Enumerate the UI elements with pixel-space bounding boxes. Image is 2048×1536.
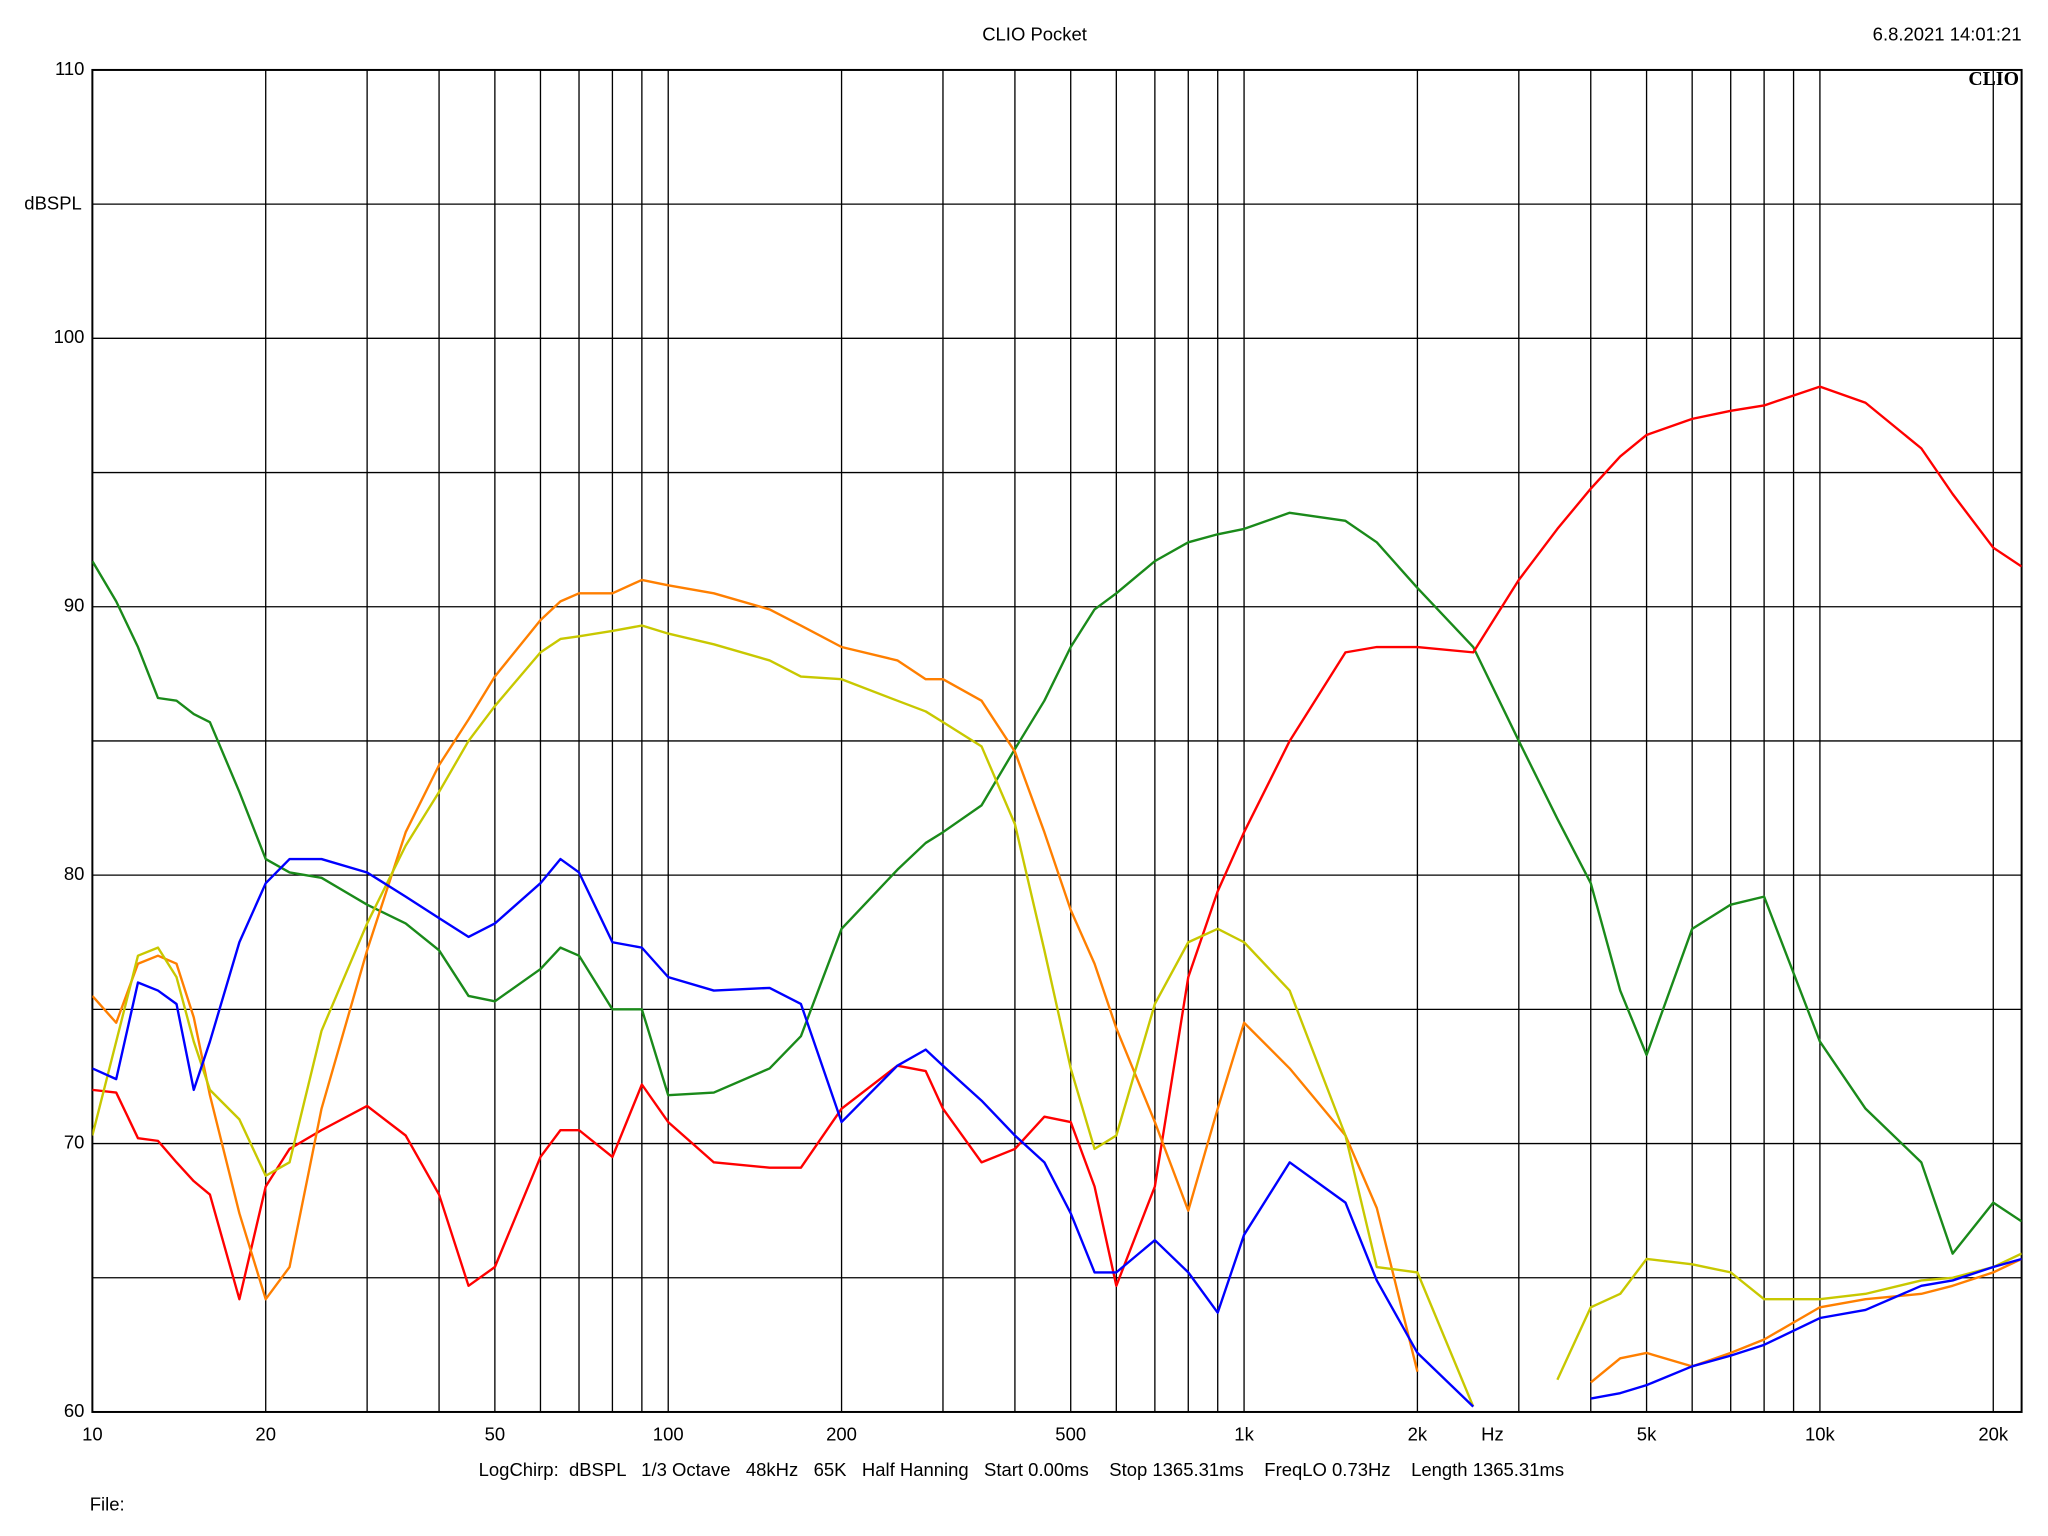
y-axis-label: dBSPL xyxy=(24,192,82,213)
x-tick-label: 2k xyxy=(1408,1424,1428,1445)
y-tick-label: 70 xyxy=(64,1131,85,1152)
y-tick-label: 90 xyxy=(64,595,85,616)
y-tick-label: 100 xyxy=(54,326,85,347)
y-tick-label: 60 xyxy=(64,1400,85,1421)
x-tick-label: 10k xyxy=(1805,1424,1836,1445)
series-line xyxy=(92,578,2022,1384)
x-tick-label: 100 xyxy=(653,1424,684,1445)
x-tick-label: 200 xyxy=(826,1424,857,1445)
series-line xyxy=(92,857,2022,1408)
footer: LogChirp: dBSPL 1/3 Octave 48kHz 65K Hal… xyxy=(479,1459,1564,1480)
file-label: File: xyxy=(90,1494,125,1515)
plot-frame xyxy=(91,68,2023,1413)
x-tick-label: 50 xyxy=(485,1424,506,1445)
y-tick-label: 80 xyxy=(64,863,85,884)
chart-title: CLIO Pocket xyxy=(982,24,1087,45)
x-tick-label: 10 xyxy=(82,1424,103,1445)
logo: CLIO xyxy=(1968,68,2019,90)
series-line xyxy=(92,385,2022,1301)
x-tick-label: 20k xyxy=(1978,1424,2009,1445)
x-tick-label: 1k xyxy=(1234,1424,1254,1445)
x-tick-label: 500 xyxy=(1055,1424,1086,1445)
x-tick-label: 5k xyxy=(1637,1424,1657,1445)
series-line xyxy=(92,511,2022,1255)
series-line xyxy=(92,624,2022,1408)
x-tick-label: 20 xyxy=(255,1424,276,1445)
y-tick-label: 110 xyxy=(55,58,84,79)
timestamp: 6.8.2021 14:01:21 xyxy=(1873,24,2022,45)
x-axis-label: Hz xyxy=(1481,1424,1504,1445)
